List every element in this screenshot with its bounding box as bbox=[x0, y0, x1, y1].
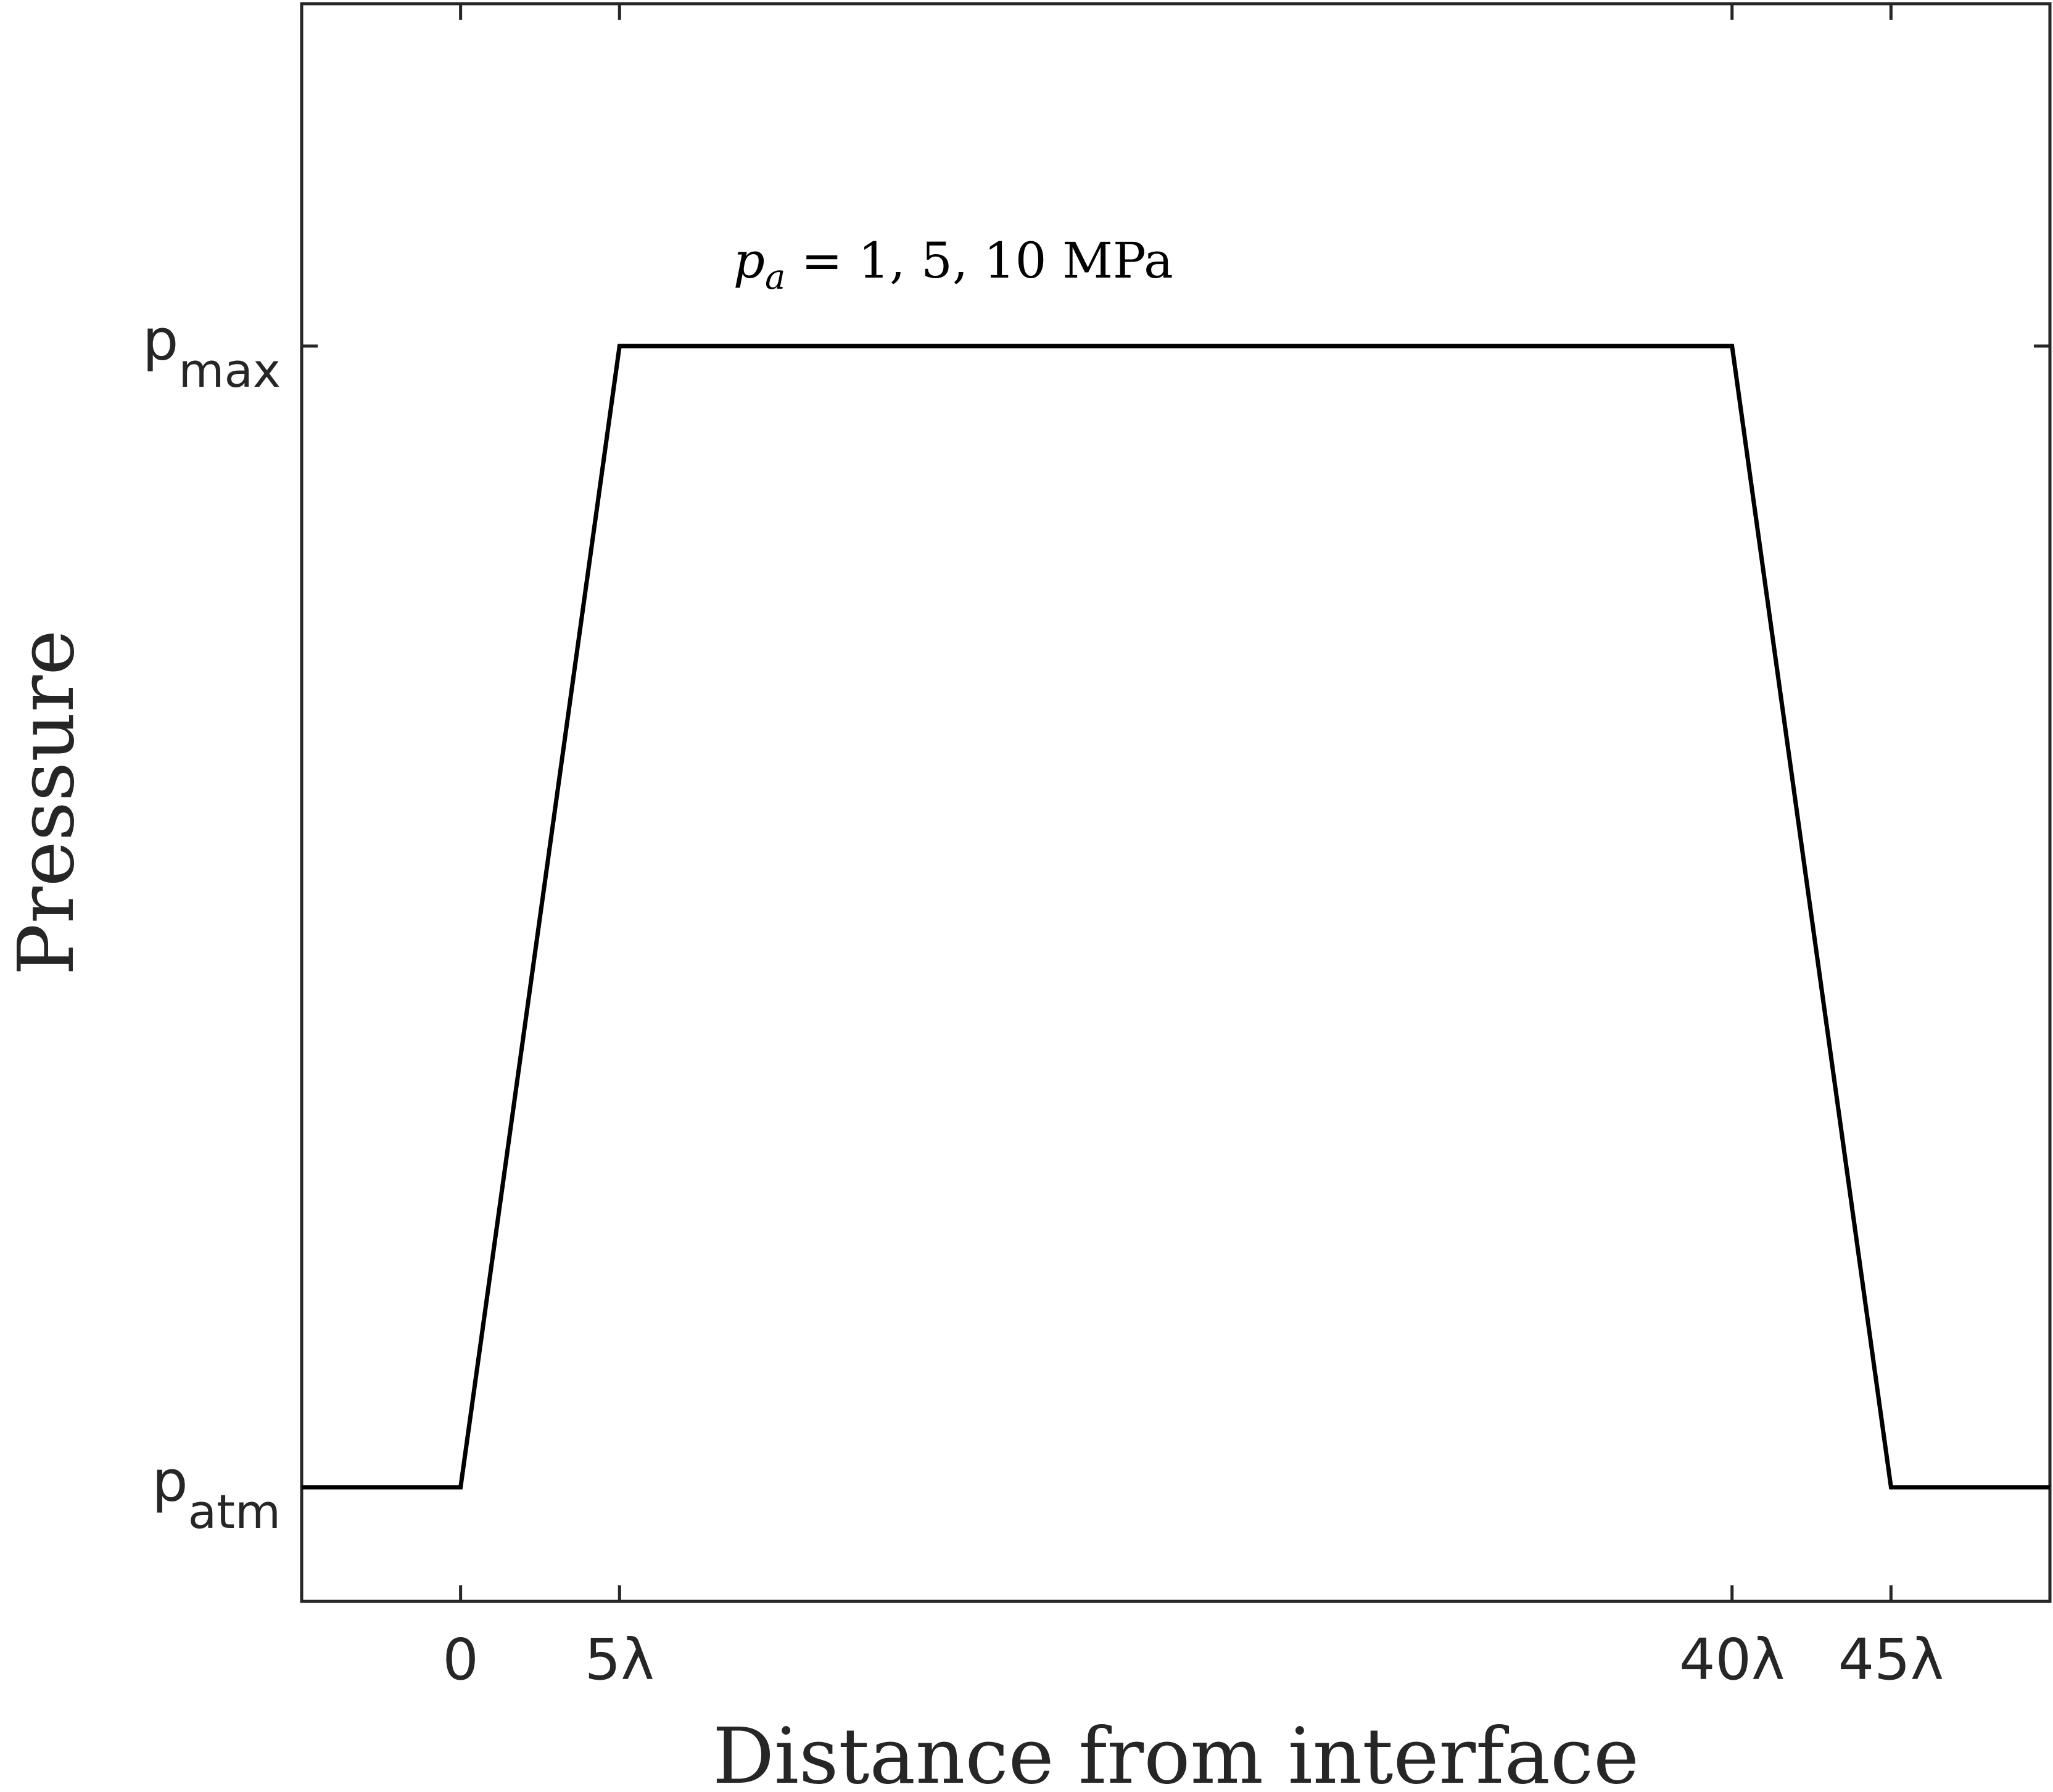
x-tick-label: 40λ bbox=[1679, 1627, 1785, 1693]
x-tick-label: 5λ bbox=[585, 1627, 655, 1693]
y-axis-label: Pressure bbox=[2, 630, 91, 975]
x-tick-label: 0 bbox=[442, 1627, 479, 1693]
x-tick-label: 45λ bbox=[1838, 1627, 1944, 1693]
x-axis-label: Distance from interface bbox=[713, 1712, 1639, 1792]
y-tick-label-sub: atm bbox=[188, 1484, 281, 1539]
pressure-profile-line bbox=[302, 344, 2050, 1490]
y-tick-label-main: p bbox=[152, 1448, 188, 1514]
y-tick-label-main: p bbox=[143, 307, 178, 373]
tick-marks bbox=[302, 4, 2050, 1601]
amplitude-annotation: pa = 1, 5, 10 MPa bbox=[733, 232, 1173, 297]
annotation-subscript: a bbox=[765, 257, 785, 297]
annotation-symbol: p bbox=[733, 232, 765, 289]
y-tick-label: pmax bbox=[143, 307, 281, 398]
x-tick-labels: 0 5λ 40λ 45λ bbox=[442, 1627, 1944, 1693]
y-tick-label: patm bbox=[152, 1448, 281, 1539]
plot-area-frame bbox=[300, 2, 2052, 1603]
annotation-values: = 1, 5, 10 MPa bbox=[785, 232, 1173, 289]
y-tick-label-sub: max bbox=[178, 343, 281, 398]
